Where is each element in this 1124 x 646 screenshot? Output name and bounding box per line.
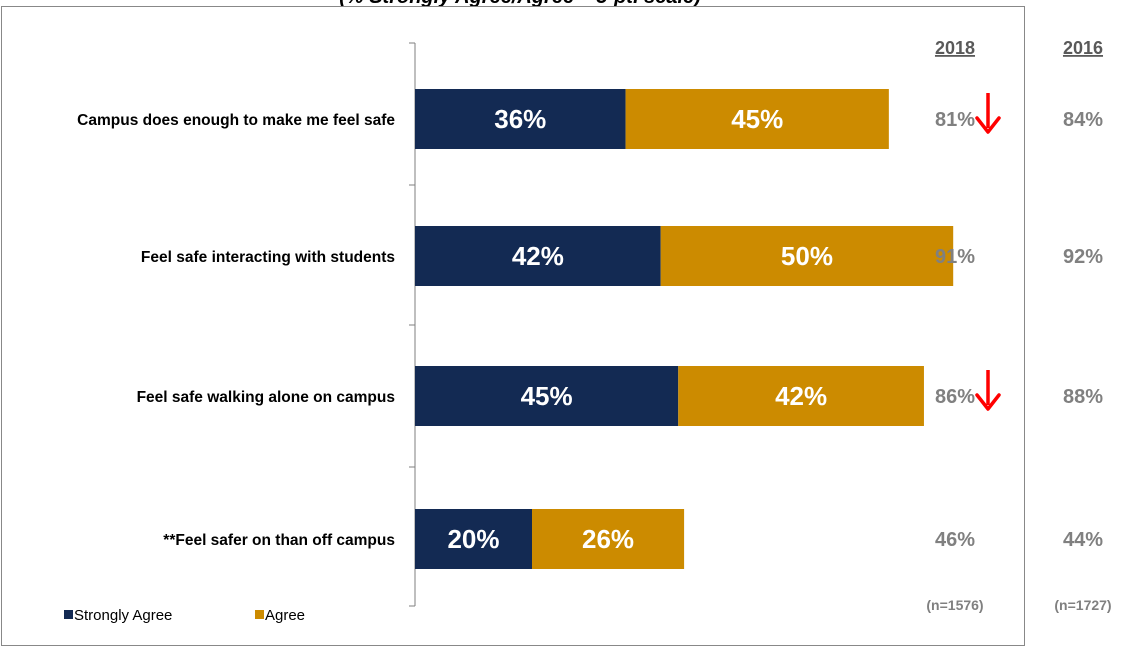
category-label: **Feel safer on than off campus — [163, 532, 395, 549]
year-total-value: 84% — [1063, 109, 1103, 131]
legend-label: Agree — [265, 607, 305, 624]
year-total-value: 88% — [1063, 386, 1103, 408]
bar-data-label: 42% — [775, 381, 827, 411]
bar-data-label: 20% — [447, 524, 499, 554]
sample-size-label: (n=1727) — [1054, 597, 1111, 613]
bar-segment — [415, 226, 661, 286]
bar-data-label: 42% — [512, 241, 564, 271]
legend-label: Strongly Agree — [74, 607, 172, 624]
arrow-head — [975, 116, 1001, 134]
year-total-value: 91% — [935, 246, 975, 268]
year-total-value: 44% — [1063, 529, 1103, 551]
down-arrow-icon — [975, 370, 1001, 411]
bar-segment — [660, 226, 954, 286]
year-total-value: 86% — [935, 386, 975, 408]
bar-data-label: 50% — [781, 241, 833, 271]
bar-data-label: 36% — [494, 104, 546, 134]
year-total-value: 46% — [935, 529, 975, 551]
category-label: Feel safe walking alone on campus — [137, 389, 395, 406]
bar-segment — [532, 509, 685, 569]
bar-segment — [415, 366, 679, 426]
year-total-value: 81% — [935, 109, 975, 131]
bar-data-label: 26% — [582, 524, 634, 554]
year-column-header: 2016 — [1063, 38, 1103, 58]
legend-swatch — [255, 610, 264, 619]
bar-segment — [415, 509, 532, 569]
bar-data-label: 45% — [521, 381, 573, 411]
arrow-head — [975, 393, 1001, 411]
bar-segment — [415, 89, 626, 149]
bar-segment — [625, 89, 889, 149]
legend-swatch — [64, 610, 73, 619]
category-label: Feel safe interacting with students — [141, 249, 395, 266]
down-arrow-icon — [975, 93, 1001, 134]
bar-data-label: 45% — [731, 104, 783, 134]
sample-size-label: (n=1576) — [926, 597, 983, 613]
chart-subtitle: (% Strongly Agree/Agree – 5-pt. scale) — [0, 0, 1040, 9]
bar-segment — [678, 366, 924, 426]
year-column-header: 2018 — [935, 38, 975, 58]
year-total-value: 92% — [1063, 246, 1103, 268]
category-label: Campus does enough to make me feel safe — [77, 112, 395, 129]
